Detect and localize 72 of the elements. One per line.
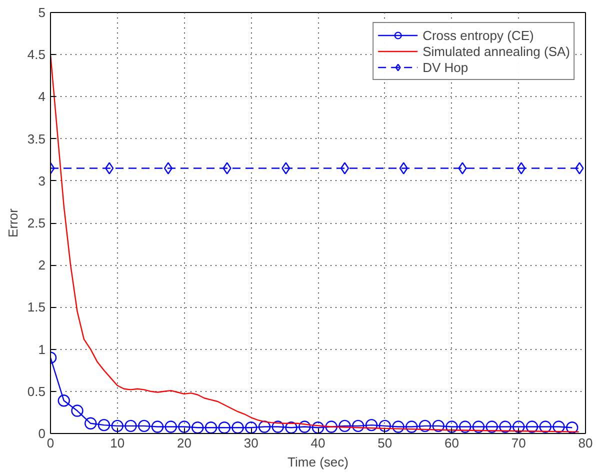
x-tick-label: 50 xyxy=(378,436,392,450)
y-tick-label: 1 xyxy=(38,342,46,357)
point xyxy=(352,420,364,432)
point xyxy=(204,422,218,434)
point xyxy=(566,422,578,434)
x-tick-label: 40 xyxy=(310,436,326,450)
point xyxy=(124,420,137,432)
legend-label: Simulated annealing (SA) xyxy=(422,43,570,59)
x-tick-label: 80 xyxy=(578,436,593,450)
x-tick-label: 30 xyxy=(244,436,258,450)
point xyxy=(312,422,324,434)
y-axis-title: Error xyxy=(5,208,20,238)
y-tick-label: 4 xyxy=(38,89,46,104)
point xyxy=(459,420,472,433)
x-tick-label: 70 xyxy=(511,436,526,450)
point xyxy=(517,162,526,174)
point xyxy=(338,420,351,432)
y-tick-label: 3 xyxy=(38,173,46,188)
x-tick-label: 10 xyxy=(110,436,125,450)
y-tick-label: 5 xyxy=(38,5,46,20)
point xyxy=(151,420,164,433)
y-tick-label: 2 xyxy=(38,258,46,273)
point xyxy=(365,418,378,432)
y-tick-label: 2.5 xyxy=(27,216,46,230)
y-tick-label: 3.5 xyxy=(27,131,46,146)
point xyxy=(512,420,525,433)
point xyxy=(111,420,124,432)
point xyxy=(418,420,432,432)
legend-label: Cross entropy (CE) xyxy=(422,27,534,43)
y-tick-label: 0 xyxy=(38,426,46,441)
point xyxy=(298,420,311,433)
point xyxy=(58,394,70,407)
point xyxy=(285,422,298,434)
point xyxy=(84,417,97,430)
point xyxy=(340,162,350,174)
point xyxy=(258,420,271,433)
point xyxy=(392,420,404,433)
point xyxy=(272,420,284,433)
point xyxy=(486,420,498,433)
x-tick-label: 20 xyxy=(177,436,192,450)
point xyxy=(98,418,110,432)
point xyxy=(526,420,538,433)
x-tick-label: 60 xyxy=(444,436,459,450)
x-axis-title: Time (sec) xyxy=(288,454,348,470)
point xyxy=(539,420,552,433)
point xyxy=(164,162,172,174)
point xyxy=(71,404,84,417)
point xyxy=(105,162,114,174)
point xyxy=(325,420,338,433)
y-tick-label: 4.5 xyxy=(27,47,46,62)
point xyxy=(192,422,204,434)
point xyxy=(378,420,391,432)
point xyxy=(138,420,150,432)
point xyxy=(575,162,584,174)
point xyxy=(399,162,408,174)
point xyxy=(232,422,244,434)
point xyxy=(282,162,290,174)
y-tick-label: 1.5 xyxy=(27,300,46,315)
point xyxy=(406,420,418,433)
point xyxy=(499,420,512,433)
point xyxy=(458,162,467,174)
point xyxy=(446,420,458,433)
point xyxy=(472,420,485,433)
legend-label: DV Hop xyxy=(422,59,468,75)
point xyxy=(222,162,232,174)
point xyxy=(178,420,190,433)
point xyxy=(552,420,565,433)
point xyxy=(218,422,230,434)
point xyxy=(245,422,258,434)
y-tick-label: 0.5 xyxy=(27,384,46,399)
point xyxy=(432,420,444,432)
point xyxy=(164,420,177,433)
